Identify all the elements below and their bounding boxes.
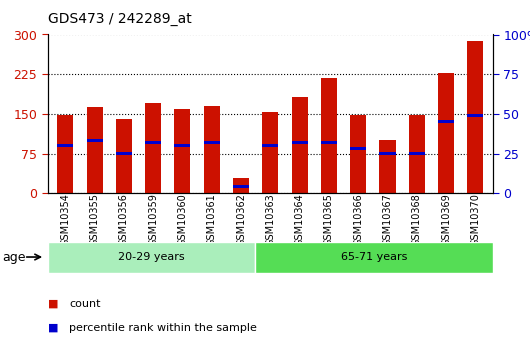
Bar xyxy=(467,41,483,193)
Text: GSM10359: GSM10359 xyxy=(148,193,158,246)
Text: GSM10367: GSM10367 xyxy=(383,193,392,246)
Bar xyxy=(467,114,483,117)
Bar xyxy=(292,97,307,193)
Bar xyxy=(350,115,366,193)
Bar xyxy=(116,119,132,193)
Text: GSM10363: GSM10363 xyxy=(266,193,275,246)
Text: GSM10365: GSM10365 xyxy=(324,193,334,246)
Bar xyxy=(409,115,425,193)
Bar xyxy=(321,141,337,144)
Bar xyxy=(379,152,395,155)
Bar xyxy=(438,72,454,193)
Bar xyxy=(292,141,307,144)
Text: GSM10354: GSM10354 xyxy=(60,193,70,246)
Text: GSM10369: GSM10369 xyxy=(441,193,451,246)
Bar xyxy=(204,106,220,193)
Text: GSM10366: GSM10366 xyxy=(353,193,363,246)
Text: GSM10364: GSM10364 xyxy=(295,193,305,246)
Text: GSM10368: GSM10368 xyxy=(412,193,422,246)
Bar xyxy=(174,144,190,147)
Bar xyxy=(321,78,337,193)
Text: GSM10362: GSM10362 xyxy=(236,193,246,246)
Text: GSM10355: GSM10355 xyxy=(90,193,100,246)
Text: GSM10360: GSM10360 xyxy=(178,193,188,246)
Bar xyxy=(145,141,161,144)
Text: GSM10356: GSM10356 xyxy=(119,193,129,246)
Text: GDS473 / 242289_at: GDS473 / 242289_at xyxy=(48,12,191,26)
Text: GSM10361: GSM10361 xyxy=(207,193,217,246)
Bar xyxy=(262,144,278,147)
Bar xyxy=(262,112,278,193)
Bar xyxy=(174,109,190,193)
Bar xyxy=(145,103,161,193)
Bar xyxy=(204,141,220,144)
Bar xyxy=(379,140,395,193)
Text: age: age xyxy=(3,250,26,264)
Bar xyxy=(233,185,249,188)
Bar xyxy=(409,152,425,155)
Bar xyxy=(57,144,73,147)
Bar xyxy=(57,116,73,193)
Bar xyxy=(116,152,132,155)
Bar xyxy=(86,139,103,142)
Bar xyxy=(438,120,454,124)
Text: ■: ■ xyxy=(48,299,58,308)
Text: 20-29 years: 20-29 years xyxy=(118,252,185,262)
Bar xyxy=(350,147,366,150)
Bar xyxy=(233,178,249,193)
Text: GSM10370: GSM10370 xyxy=(470,193,480,246)
Bar xyxy=(48,241,255,273)
Text: 65-71 years: 65-71 years xyxy=(341,252,408,262)
Bar xyxy=(86,107,103,193)
Text: count: count xyxy=(69,299,100,308)
Bar xyxy=(255,241,493,273)
Text: percentile rank within the sample: percentile rank within the sample xyxy=(69,323,257,333)
Text: ■: ■ xyxy=(48,323,58,333)
